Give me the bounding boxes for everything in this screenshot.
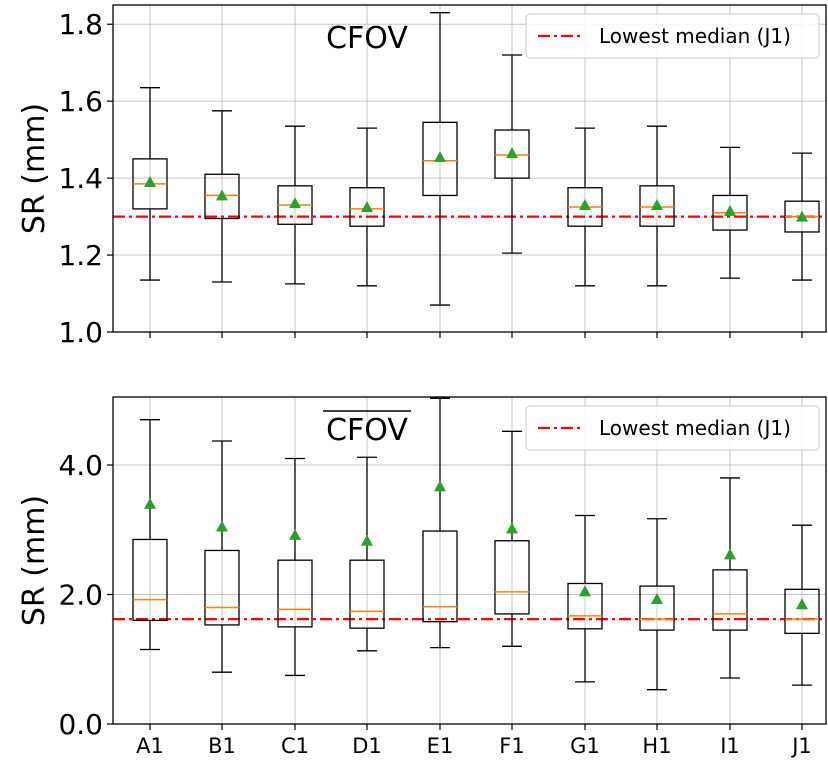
box-iqr — [422, 530, 458, 623]
mean-marker — [506, 522, 518, 534]
mean-marker — [434, 150, 446, 162]
x-tick-label: H1 — [642, 734, 671, 758]
x-tick-label: I1 — [720, 734, 740, 758]
mean-marker — [651, 199, 663, 211]
plot-frame — [112, 396, 827, 725]
y-tick-label: 1.0 — [58, 316, 103, 349]
x-tick-label: G1 — [570, 734, 600, 758]
box-iqr — [639, 585, 675, 631]
x-tick-label: C1 — [281, 734, 309, 758]
mean-marker — [289, 197, 301, 209]
panel-title: CFOV — [326, 413, 408, 448]
y-tick-label: 1.6 — [58, 85, 103, 118]
y-tick-label: 2.0 — [58, 578, 103, 611]
box-iqr — [204, 173, 240, 220]
legend-box — [525, 13, 820, 59]
legend-label: Lowest median (J1) — [599, 24, 791, 48]
mean-marker — [579, 585, 591, 597]
box-iqr — [204, 549, 240, 626]
y-axis-label: SR (mm) — [17, 495, 52, 626]
y-tick-label: 0.0 — [58, 708, 103, 741]
box-iqr — [567, 582, 603, 630]
plot-frame — [112, 4, 827, 333]
box-iqr — [277, 559, 313, 628]
mean-marker — [144, 175, 156, 187]
x-tick-label: D1 — [352, 734, 382, 758]
mean-marker — [361, 200, 373, 212]
mean-marker — [724, 204, 736, 216]
x-tick-label: B1 — [208, 734, 236, 758]
mean-marker — [796, 210, 808, 222]
x-tick-label: J1 — [790, 734, 812, 758]
x-tick-label: E1 — [427, 734, 454, 758]
mean-marker — [144, 497, 156, 509]
box-iqr — [639, 185, 675, 227]
box-iqr — [349, 187, 385, 227]
y-tick-label: 1.4 — [58, 162, 103, 195]
x-tick-label: F1 — [499, 734, 524, 758]
box-iqr — [422, 121, 458, 197]
mean-marker — [796, 598, 808, 610]
legend-box — [525, 405, 820, 451]
panel-title: CFOV — [326, 21, 408, 56]
x-tick-label: A1 — [136, 734, 164, 758]
mean-marker — [361, 534, 373, 546]
mean-marker — [724, 548, 736, 560]
y-axis-label: SR (mm) — [17, 103, 52, 234]
y-tick-label: 1.8 — [58, 8, 103, 41]
y-tick-label: 1.2 — [58, 239, 103, 272]
mean-marker — [579, 199, 591, 211]
mean-marker — [289, 528, 301, 540]
mean-marker — [434, 480, 446, 492]
mean-marker — [216, 520, 228, 532]
legend-label: Lowest median (J1) — [599, 416, 791, 440]
box-iqr — [712, 569, 748, 631]
mean-marker — [216, 189, 228, 201]
box-iqr — [349, 559, 385, 629]
mean-marker — [651, 593, 663, 605]
box-iqr — [494, 540, 530, 615]
y-tick-label: 4.0 — [58, 449, 103, 482]
mean-marker — [506, 147, 518, 159]
box-iqr — [494, 129, 530, 179]
box-iqr — [784, 588, 820, 634]
box-iqr — [132, 538, 168, 622]
